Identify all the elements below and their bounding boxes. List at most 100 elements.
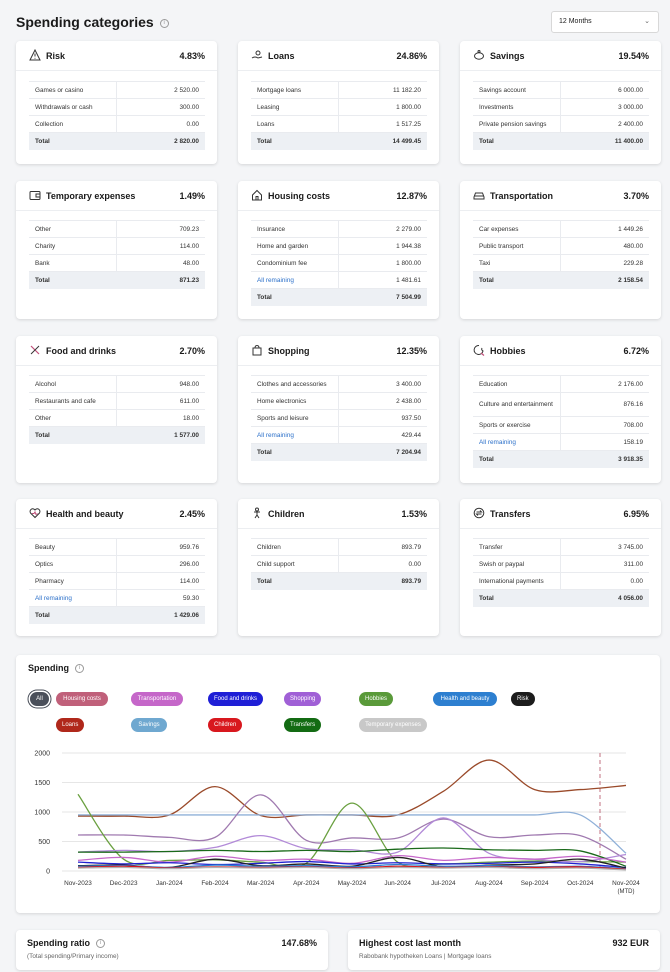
series-line-temporary-expenses xyxy=(77,866,627,871)
total-value: 893.79 xyxy=(401,578,421,585)
category-card-transfers[interactable]: Transfers 6.95% Transfer 3 745.00 Swish or p… xyxy=(460,499,661,636)
table-row: Withdrawals or cash 300.00 xyxy=(29,99,205,116)
x-tick-sublabel: (MTD) xyxy=(618,889,635,895)
table-row: Education 2 176.00 xyxy=(473,376,649,393)
category-card-health-and-beauty[interactable]: Health and beauty 2.45% Beauty 959.76 Optics… xyxy=(16,499,217,636)
total-label: Total xyxy=(35,612,50,619)
category-name: Hobbies xyxy=(490,346,526,356)
category-card-housing-costs[interactable]: Housing costs 12.87% Insurance 2 279.00 Home… xyxy=(238,181,439,319)
child-icon xyxy=(254,507,260,519)
table-row: Home electronics 2 438.00 xyxy=(251,393,427,410)
total-label: Total xyxy=(479,456,494,463)
filter-chip-transfers[interactable]: Transfers xyxy=(284,718,322,732)
row-label: Education xyxy=(473,376,561,392)
total-row: Total 7 504.99 xyxy=(251,289,427,306)
table-row[interactable]: All remaining 429.44 xyxy=(251,427,427,444)
table-row: Sports and leisure 937.50 xyxy=(251,410,427,427)
filter-chip-transportation[interactable]: Transportation xyxy=(131,692,183,706)
total-label: Total xyxy=(257,449,272,456)
table-row: Loans 1 517.25 xyxy=(251,116,427,133)
table-row: Car expenses 1 449.26 xyxy=(473,221,649,238)
series-line-housing-costs xyxy=(77,794,627,860)
category-table: Other 709.23 Charity 114.00 Bank 48.00 Total 87… xyxy=(29,220,205,289)
info-icon[interactable]: i xyxy=(96,939,105,949)
x-tick-label: Jul-2024 xyxy=(431,880,456,887)
category-table: Savings account 6 000.00 Investments 3 000.… xyxy=(473,81,649,150)
filter-chip-savings[interactable]: Savings xyxy=(131,718,167,732)
row-value: 1 481.61 xyxy=(396,276,421,284)
row-value: 296.00 xyxy=(179,560,199,568)
row-label: Clothes and accessories xyxy=(251,376,339,392)
y-tick-label: 1000 xyxy=(34,810,50,817)
category-card-hobbies[interactable]: Hobbies 6.72% Education 2 176.00 Culture and… xyxy=(460,336,661,483)
category-card-transportation[interactable]: Transportation 3.70% Car expenses 1 449.26 P… xyxy=(460,181,661,319)
category-card-savings[interactable]: Savings 19.54% Savings account 6 000.00 Inve… xyxy=(460,41,661,164)
table-row: Games or casino 2 520.00 xyxy=(29,82,205,99)
row-label: Beauty xyxy=(29,539,117,555)
table-row: Swish or paypal 311.00 xyxy=(473,556,649,573)
x-tick-label: Feb-2024 xyxy=(201,880,229,887)
period-select[interactable]: 12 Months ⌄ xyxy=(551,11,659,33)
category-card-risk[interactable]: Risk 4.83% Games or casino 2 520.00 Withdraw… xyxy=(16,41,217,164)
category-card-food-and-drinks[interactable]: Food and drinks 2.70% Alcohol 948.00 Restaur… xyxy=(16,336,217,483)
table-row[interactable]: All remaining 158.19 xyxy=(473,434,649,451)
spending-line-chart: 0 500 1000 1500 2000 Nov-2023 Dec-2023 Jan-2024… xyxy=(34,751,640,896)
row-value: 3 745.00 xyxy=(618,543,643,551)
row-label: Loans xyxy=(251,116,339,132)
category-percent: 1.49% xyxy=(179,191,205,201)
filter-chip-food-and-drinks[interactable]: Food and drinks xyxy=(208,692,264,706)
filter-chip-housing-costs[interactable]: Housing costs xyxy=(56,692,108,706)
row-label[interactable]: All remaining xyxy=(251,427,339,443)
category-percent: 6.95% xyxy=(623,509,649,519)
car-icon xyxy=(473,192,485,200)
chevron-down-icon: ⌄ xyxy=(644,18,650,25)
total-value: 14 499.45 xyxy=(392,138,421,145)
info-icon[interactable]: i xyxy=(159,18,169,28)
x-tick-label: Oct-2024 xyxy=(567,880,594,887)
total-value: 1 577.00 xyxy=(174,432,199,439)
category-card-children[interactable]: Children 1.53% Children 893.79 Child support… xyxy=(238,499,439,636)
filter-chip-hobbies[interactable]: Hobbies xyxy=(359,692,394,706)
total-row: Total 1 577.00 xyxy=(29,427,205,444)
filter-chip-risk[interactable]: Risk xyxy=(511,692,535,706)
y-tick-label: 500 xyxy=(38,839,50,846)
row-label[interactable]: All remaining xyxy=(473,434,561,450)
filter-chip-children[interactable]: Children xyxy=(208,718,243,732)
table-row: Mortgage loans 11 182.20 xyxy=(251,82,427,99)
total-row: Total 2 820.00 xyxy=(29,133,205,150)
info-icon[interactable]: i xyxy=(75,664,84,674)
row-label: Culture and entertainment xyxy=(473,393,561,416)
filter-chip-all[interactable]: All xyxy=(30,692,49,706)
row-label: Optics xyxy=(29,556,117,572)
category-card-temporary-expenses[interactable]: Temporary expenses 1.49% Other 709.23 Charit… xyxy=(16,181,217,319)
highest-cost-card: Highest cost last month Rabobank hypothe… xyxy=(348,930,660,970)
category-percent: 1.53% xyxy=(401,509,427,519)
filter-chip-health-and-beauty[interactable]: Health and beauty xyxy=(433,692,497,706)
row-value: 1 944.38 xyxy=(396,242,421,250)
filter-chip-temporary-expenses[interactable]: Temporary expenses xyxy=(359,718,427,732)
row-label[interactable]: All remaining xyxy=(29,590,117,606)
filter-chip-loans[interactable]: Loans xyxy=(56,718,85,732)
total-row: Total 11 400.00 xyxy=(473,133,649,150)
x-tick-label: Nov-2023 xyxy=(64,880,92,887)
card-header: Transfers 6.95% xyxy=(460,499,661,529)
table-row: Savings account 6 000.00 xyxy=(473,82,649,99)
category-card-loans[interactable]: Loans 24.86% Mortgage loans 11 182.20 Leasin… xyxy=(238,41,439,164)
total-label: Total xyxy=(35,277,50,284)
total-row: Total 14 499.45 xyxy=(251,133,427,150)
table-row[interactable]: All remaining 59.30 xyxy=(29,590,205,607)
filter-chip-shopping[interactable]: Shopping xyxy=(284,692,322,706)
row-value: 3 000.00 xyxy=(618,103,643,111)
row-value: 11 182.20 xyxy=(393,86,421,94)
spending-title: Spending i xyxy=(28,663,84,674)
series-line-savings xyxy=(78,811,627,854)
spending-chart-card: Spending i All Housing costs Transportation… xyxy=(16,655,660,913)
row-label: Alcohol xyxy=(29,376,117,392)
series-line-loans xyxy=(77,759,627,819)
category-table: Insurance 2 279.00 Home and garden 1 944.38… xyxy=(251,220,427,306)
card-header: Housing costs 12.87% xyxy=(238,181,439,211)
y-tick-label: 0 xyxy=(46,869,50,876)
row-label[interactable]: All remaining xyxy=(251,272,339,288)
table-row[interactable]: All remaining 1 481.61 xyxy=(251,272,427,289)
category-card-shopping[interactable]: Shopping 12.35% Clothes and accessories 3 4… xyxy=(238,336,439,483)
